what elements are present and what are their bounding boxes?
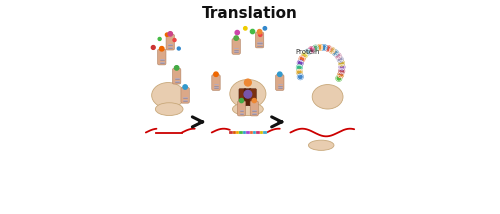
- Circle shape: [336, 76, 342, 81]
- Circle shape: [178, 47, 180, 50]
- Circle shape: [258, 33, 262, 36]
- Circle shape: [278, 72, 282, 76]
- Circle shape: [174, 66, 179, 70]
- Circle shape: [152, 46, 155, 49]
- Circle shape: [234, 36, 238, 40]
- Circle shape: [158, 37, 161, 40]
- FancyBboxPatch shape: [250, 101, 258, 116]
- Circle shape: [332, 50, 338, 56]
- Circle shape: [336, 53, 341, 59]
- Circle shape: [263, 27, 266, 30]
- Bar: [236, 131, 240, 134]
- Circle shape: [338, 57, 343, 62]
- Circle shape: [339, 68, 344, 74]
- Ellipse shape: [230, 79, 266, 108]
- FancyBboxPatch shape: [244, 89, 252, 106]
- Circle shape: [244, 27, 247, 30]
- Ellipse shape: [312, 85, 343, 109]
- Ellipse shape: [156, 103, 183, 116]
- Bar: [240, 131, 243, 134]
- Circle shape: [322, 45, 327, 50]
- FancyBboxPatch shape: [238, 101, 246, 116]
- FancyBboxPatch shape: [172, 68, 181, 84]
- Circle shape: [317, 45, 322, 50]
- Circle shape: [298, 74, 303, 79]
- Bar: [246, 131, 250, 134]
- Circle shape: [168, 32, 172, 36]
- Circle shape: [160, 46, 164, 51]
- Text: Protein: Protein: [296, 49, 320, 55]
- Bar: [229, 131, 232, 134]
- Bar: [232, 131, 236, 134]
- Circle shape: [258, 30, 262, 34]
- FancyBboxPatch shape: [181, 88, 190, 103]
- Circle shape: [308, 47, 314, 52]
- Ellipse shape: [152, 83, 184, 108]
- Circle shape: [240, 98, 244, 103]
- FancyBboxPatch shape: [158, 49, 166, 65]
- FancyBboxPatch shape: [166, 34, 174, 50]
- Circle shape: [300, 56, 305, 62]
- Bar: [253, 131, 256, 134]
- Bar: [256, 131, 260, 134]
- FancyBboxPatch shape: [239, 89, 246, 106]
- FancyBboxPatch shape: [256, 32, 264, 48]
- Circle shape: [302, 52, 308, 58]
- Circle shape: [338, 72, 344, 78]
- Ellipse shape: [308, 140, 334, 150]
- Ellipse shape: [232, 103, 264, 116]
- Circle shape: [244, 91, 252, 98]
- FancyBboxPatch shape: [276, 75, 284, 91]
- Circle shape: [252, 98, 256, 103]
- Circle shape: [244, 79, 252, 86]
- Circle shape: [173, 39, 176, 42]
- Circle shape: [313, 45, 318, 51]
- FancyBboxPatch shape: [212, 75, 220, 91]
- Circle shape: [330, 48, 335, 53]
- Bar: [260, 131, 263, 134]
- Circle shape: [296, 69, 302, 75]
- Bar: [243, 131, 246, 134]
- Circle shape: [326, 46, 331, 51]
- Circle shape: [166, 33, 169, 36]
- Bar: [250, 131, 253, 134]
- Circle shape: [183, 85, 188, 89]
- Circle shape: [296, 65, 302, 70]
- FancyBboxPatch shape: [232, 39, 240, 54]
- Circle shape: [214, 72, 218, 76]
- Circle shape: [338, 61, 344, 66]
- Bar: [263, 131, 266, 134]
- FancyBboxPatch shape: [249, 89, 256, 106]
- Circle shape: [339, 64, 345, 70]
- Text: Translation: Translation: [202, 6, 298, 21]
- Circle shape: [305, 49, 310, 55]
- Circle shape: [235, 30, 240, 35]
- Circle shape: [250, 29, 254, 34]
- Circle shape: [298, 60, 303, 66]
